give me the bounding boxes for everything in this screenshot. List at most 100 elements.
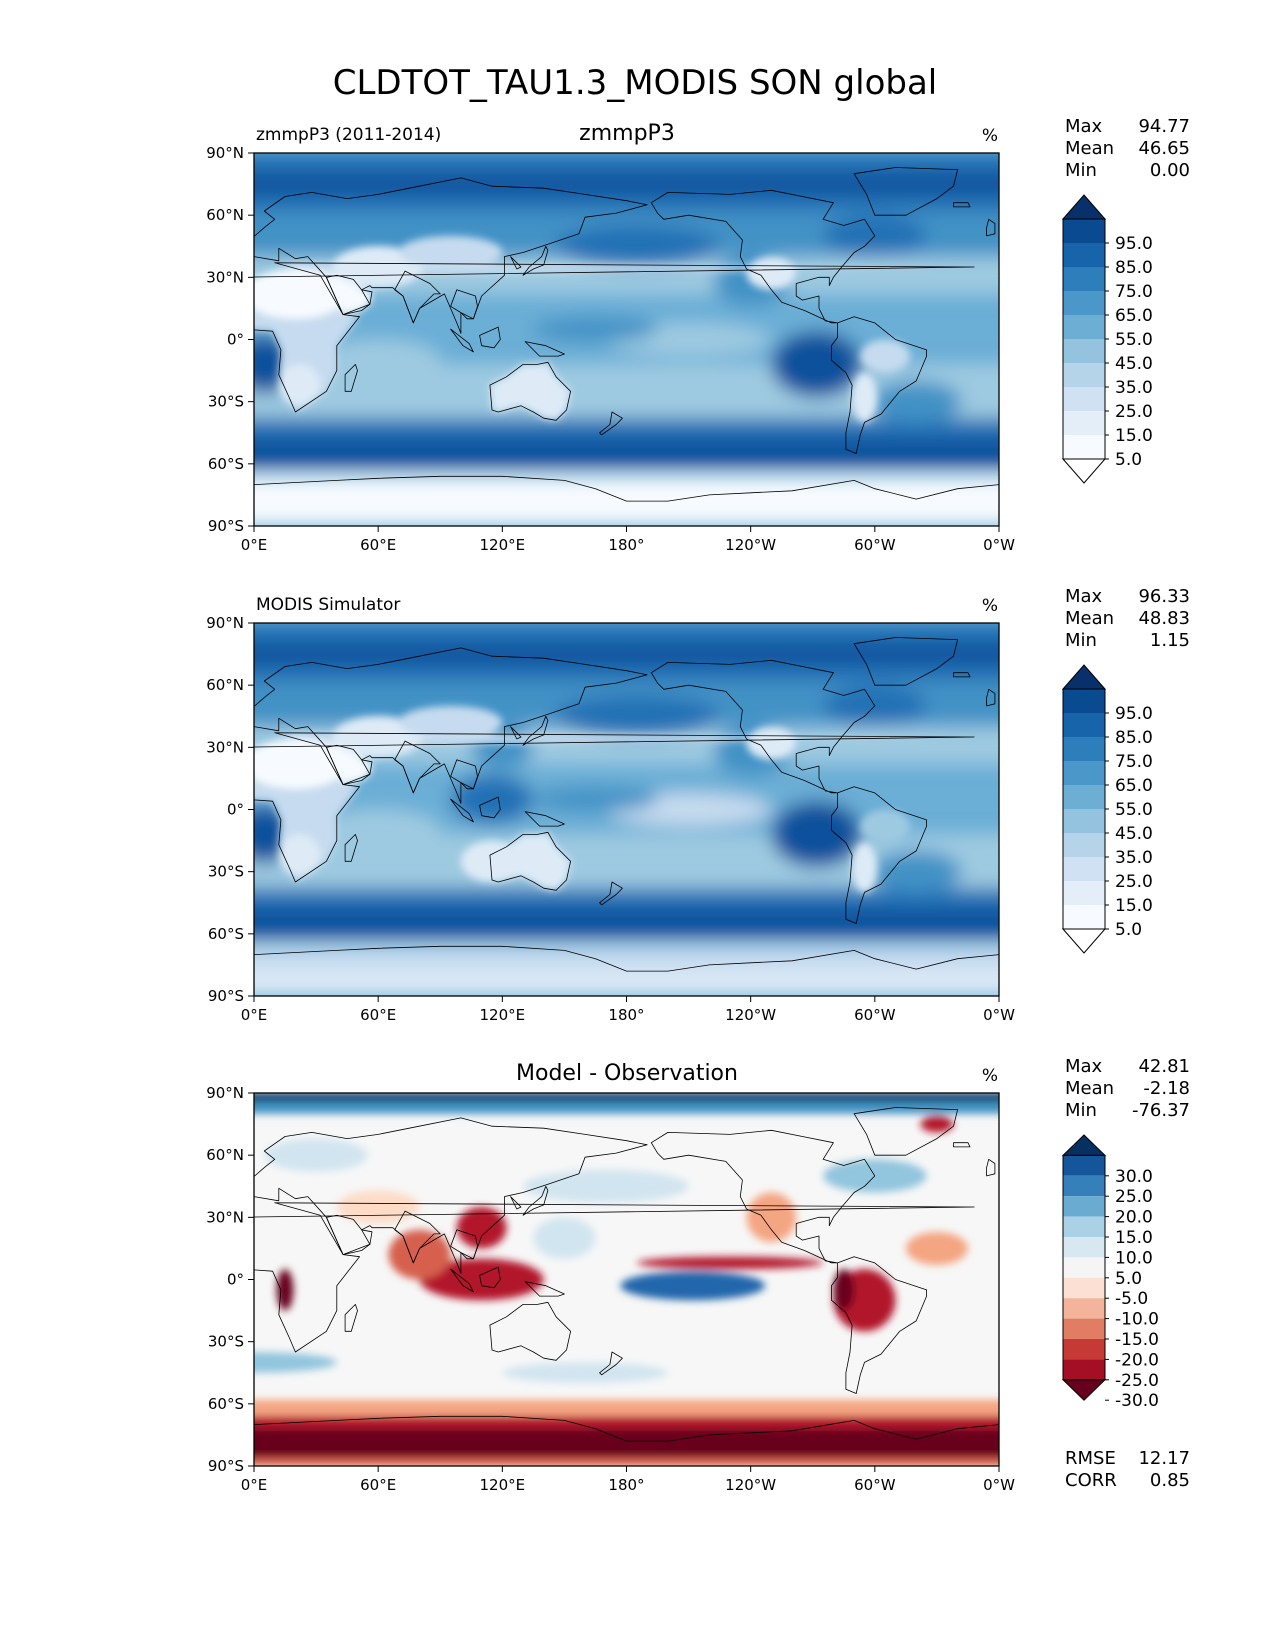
stat-label: Min bbox=[1065, 1100, 1097, 1121]
colorbar: 95.0 85.0 75.0 65.0 55.0 45.0 35.0 25.0 15.0 5.0 bbox=[1061, 664, 1153, 954]
map-field bbox=[254, 1093, 999, 1466]
stat-value: 48.83 bbox=[1138, 608, 1190, 629]
colorbar-tick-label: 85.0 bbox=[1115, 258, 1153, 278]
panel-center-title: zmmpP3 bbox=[579, 121, 675, 146]
x-tick-label: 60°W bbox=[854, 536, 896, 554]
colorbar-tick-label: 25.0 bbox=[1115, 1187, 1153, 1207]
axes: 0°E 60°E 120°E 180° 120°W 60°W 0°W 90°N 60°N 30°N… bbox=[206, 614, 1015, 1024]
stats-block: Max 94.77 Mean 46.65 Min 0.00 bbox=[1065, 116, 1190, 181]
coastline-china_korea bbox=[510, 1196, 522, 1210]
colorbar-segment bbox=[1063, 809, 1105, 833]
south-atl bbox=[254, 1352, 337, 1373]
panel-left-label: MODIS Simulator bbox=[256, 595, 400, 615]
coastline-newguinea bbox=[524, 341, 565, 357]
stat-label: Mean bbox=[1065, 138, 1114, 159]
colorbar-tick-label: 35.0 bbox=[1115, 848, 1153, 868]
colorbar-tick-label: -10.0 bbox=[1115, 1310, 1159, 1330]
peru-deck bbox=[771, 331, 863, 398]
colorbar-tick-label: -30.0 bbox=[1115, 1391, 1159, 1411]
axes: 0°E 60°E 120°E 180° 120°W 60°W 0°W 90°N 60°N 30°N… bbox=[206, 144, 1015, 554]
x-tick-label: 180° bbox=[608, 1476, 644, 1494]
coastline-antarctica bbox=[254, 475, 999, 526]
coastline-china_korea bbox=[510, 256, 522, 270]
coastline-japan bbox=[522, 245, 549, 276]
arabia-field bbox=[326, 745, 372, 785]
stat-value: -2.18 bbox=[1143, 1078, 1190, 1099]
coastline-japan bbox=[522, 1185, 549, 1216]
y-tick-label: 30°S bbox=[208, 1333, 244, 1351]
andes bbox=[852, 842, 877, 893]
colorbar-extend-max bbox=[1061, 1134, 1107, 1156]
coastline-namerica bbox=[650, 189, 876, 324]
colorbar-extend-min bbox=[1061, 928, 1107, 954]
y-tick-label: 90°S bbox=[208, 987, 244, 1005]
coastline-nz bbox=[599, 411, 623, 436]
colorbar-tick-label: 15.0 bbox=[1115, 426, 1153, 446]
nw-pacific bbox=[554, 225, 720, 267]
x-tick-label: 120°E bbox=[480, 536, 526, 554]
storm-track bbox=[254, 418, 999, 439]
stat-value: 42.81 bbox=[1138, 1056, 1190, 1077]
scandinavia bbox=[264, 1138, 368, 1172]
coastline-china_korea bbox=[510, 726, 522, 740]
coastline-greenland bbox=[853, 1107, 958, 1156]
y-tick-label: 30°N bbox=[206, 1208, 244, 1226]
antarctic bbox=[254, 971, 999, 996]
southern-ocean bbox=[254, 438, 999, 468]
y-tick-label: 60°S bbox=[208, 925, 244, 943]
x-tick-label: 60°E bbox=[360, 536, 396, 554]
coastline-samerica bbox=[831, 316, 927, 454]
kalahari bbox=[278, 364, 321, 406]
itcz-west bbox=[533, 786, 658, 812]
indian-ocean bbox=[316, 809, 441, 851]
colorbar-segment bbox=[1063, 1339, 1105, 1360]
map-field bbox=[254, 153, 999, 526]
atl-south bbox=[870, 850, 962, 893]
colorbar-tick-label: 35.0 bbox=[1115, 378, 1153, 398]
colorbar-segment bbox=[1063, 387, 1105, 411]
x-tick-label: 120°W bbox=[725, 1476, 776, 1494]
stat-label: Min bbox=[1065, 160, 1097, 181]
coastline-australia bbox=[489, 831, 571, 891]
x-tick-label: 120°E bbox=[480, 1476, 526, 1494]
mexico bbox=[746, 1192, 797, 1243]
coastline-namerica bbox=[650, 1129, 876, 1264]
southern-ocean bbox=[254, 908, 999, 938]
coastline-sumatra bbox=[450, 798, 474, 823]
y-tick-label: 0° bbox=[227, 331, 244, 349]
colorbar-extend-max bbox=[1061, 194, 1107, 220]
storm-track bbox=[254, 888, 999, 909]
coastline-india bbox=[394, 740, 441, 794]
colorbar-segment bbox=[1063, 881, 1105, 905]
coastline-africa bbox=[254, 732, 975, 883]
arctic-edge bbox=[254, 1093, 999, 1102]
colorbar-segment bbox=[1063, 1216, 1105, 1237]
coastline-seasia bbox=[450, 1229, 478, 1260]
congo bbox=[276, 1269, 294, 1311]
colorbar-tick-label: 55.0 bbox=[1115, 800, 1153, 820]
colorbar-segment bbox=[1063, 219, 1105, 243]
colorbar-tick-label: 95.0 bbox=[1115, 234, 1153, 254]
axes: 0°E 60°E 120°E 180° 120°W 60°W 0°W 90°N 60°N 30°N… bbox=[206, 1084, 1015, 1494]
x-tick-label: 120°W bbox=[725, 536, 776, 554]
coastline-antarctica bbox=[254, 1415, 999, 1466]
tasman bbox=[502, 1362, 668, 1384]
x-tick-label: 0°W bbox=[983, 536, 1015, 554]
colorbar-segment bbox=[1063, 761, 1105, 785]
stat-label: Mean bbox=[1065, 608, 1114, 629]
coastline-japan bbox=[522, 715, 549, 746]
stat-value: -76.37 bbox=[1132, 1100, 1190, 1121]
stats-block: Max 42.81 Mean -2.18 Min -76.37 RMSE 12.17 CORR 0… bbox=[1065, 1056, 1190, 1491]
coastline-newguinea bbox=[524, 1281, 565, 1297]
arctic-core bbox=[254, 173, 999, 195]
pole bbox=[254, 1457, 999, 1466]
andes-west bbox=[833, 1269, 855, 1311]
panel-units: % bbox=[982, 126, 998, 146]
coastline-samerica bbox=[831, 1256, 927, 1394]
colorbar: 30.025.020.015.010.05.0-5.0-10.0-15.0-20… bbox=[1061, 1134, 1159, 1411]
colorbar-segment bbox=[1063, 339, 1105, 363]
y-tick-label: 30°N bbox=[206, 268, 244, 286]
colorbar-tick-label: 75.0 bbox=[1115, 752, 1153, 772]
coastline-greenland bbox=[853, 167, 958, 216]
coastline-arabia bbox=[326, 274, 373, 315]
